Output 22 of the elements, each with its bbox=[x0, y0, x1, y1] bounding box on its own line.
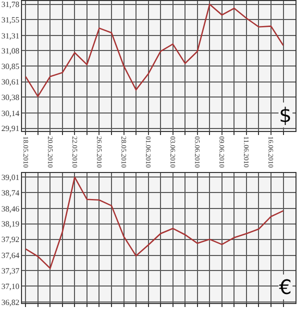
y-tick-label: 31,08 bbox=[1, 46, 20, 56]
y-tick-label: 37,37 bbox=[1, 266, 20, 276]
y-tick-label: 31,78 bbox=[1, 0, 20, 10]
y-tick-label: 29,91 bbox=[1, 124, 20, 134]
y-tick-label: 30,85 bbox=[1, 62, 20, 71]
y-tick-label: 38,74 bbox=[1, 188, 20, 198]
y-tick-label: 30,38 bbox=[1, 92, 20, 102]
line-series bbox=[24, 4, 284, 98]
y-tick-label: 30,14 bbox=[1, 108, 20, 118]
y-tick-label: 37,10 bbox=[1, 282, 20, 291]
y-tick-label: 36,82 bbox=[1, 298, 20, 307]
y-tick-label: 31,55 bbox=[1, 15, 20, 24]
annotation: $ bbox=[279, 103, 292, 127]
y-tick-label: 39,01 bbox=[1, 173, 20, 182]
y-tick-label: 38,19 bbox=[1, 220, 20, 229]
y-tick-label: 37,92 bbox=[1, 235, 20, 244]
y-tick-label: 37,64 bbox=[1, 251, 20, 260]
annotation: € bbox=[279, 275, 292, 299]
line-series bbox=[24, 176, 284, 270]
y-tick-label: 31,31 bbox=[1, 31, 20, 40]
y-tick-label: 30,61 bbox=[1, 78, 20, 87]
y-tick-label: 38,46 bbox=[1, 204, 20, 214]
